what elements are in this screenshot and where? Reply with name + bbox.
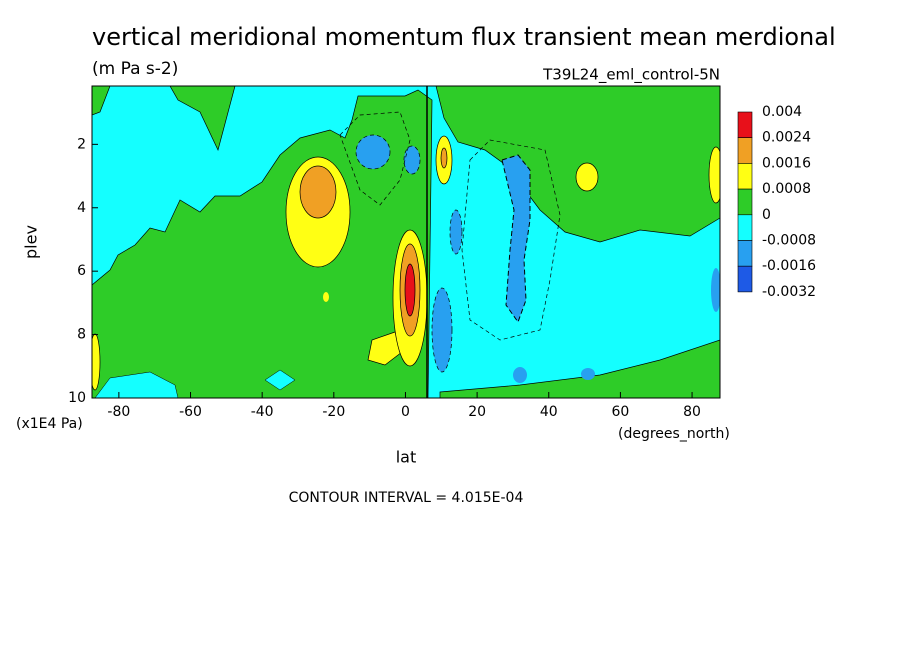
y-tick-label: 10 xyxy=(68,390,86,406)
run-label: T39L24_eml_control-5N xyxy=(542,66,720,85)
colorbar-label: -0.0016 xyxy=(762,258,816,274)
colorbar-box xyxy=(737,188,753,216)
colorbar-label: 0.004 xyxy=(762,104,802,120)
colorbar-label: 0 xyxy=(762,207,771,223)
x-tick-label: 60 xyxy=(611,404,629,420)
colorbar-label: 0.0024 xyxy=(762,130,811,146)
x-axis-label: lat xyxy=(396,448,417,467)
x-tick-label: 0 xyxy=(401,404,410,420)
footnote: CONTOUR INTERVAL = 4.015E-04 xyxy=(289,490,524,506)
y-tick-label: 2 xyxy=(77,136,86,152)
x-tick-label: -20 xyxy=(322,404,345,420)
x-axis-units: (degrees_north) xyxy=(618,426,730,442)
colorbar-box xyxy=(737,111,753,139)
plot-frame xyxy=(91,85,721,399)
y-axis-units: (x1E4 Pa) xyxy=(16,416,83,432)
colorbar-box xyxy=(737,240,753,267)
x-tick-label: -40 xyxy=(251,404,274,420)
x-tick-label: -80 xyxy=(107,404,130,420)
x-tick-label: -60 xyxy=(179,404,202,420)
y-tick-label: 8 xyxy=(77,327,86,343)
colorbar-box xyxy=(737,137,753,164)
x-tick-label: 40 xyxy=(540,404,558,420)
colorbar-label: -0.0008 xyxy=(762,233,816,249)
colorbar-label: 0.0008 xyxy=(762,181,811,197)
colorbar-box xyxy=(737,214,753,241)
colorbar-label: -0.0032 xyxy=(762,284,816,300)
x-tick-label: 20 xyxy=(468,404,486,420)
colorbar-label: 0.0016 xyxy=(762,155,811,171)
y-tick-label: 6 xyxy=(77,263,86,279)
y-axis-label: plev xyxy=(22,225,41,259)
colorbar-box xyxy=(737,265,753,293)
chart-title: vertical meridional momentum flux transi… xyxy=(92,23,836,51)
y-tick-label: 4 xyxy=(77,200,86,216)
chart-subtitle: (m Pa s-2) xyxy=(92,59,178,79)
x-tick-label: 80 xyxy=(683,404,701,420)
colorbar-box xyxy=(737,163,753,190)
contour-field xyxy=(92,86,720,398)
